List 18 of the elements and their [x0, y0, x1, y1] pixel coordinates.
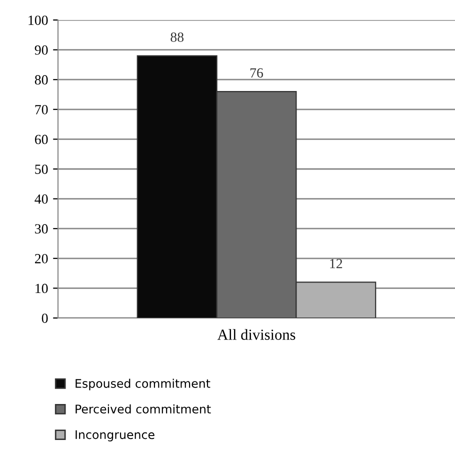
- x-tick-label: All divisions: [217, 329, 296, 340]
- legend-label: Perceived commitment: [76, 404, 211, 414]
- y-tick-label: 90: [34, 45, 48, 55]
- y-tick-label: 80: [34, 75, 48, 85]
- y-tick-label: 70: [35, 104, 48, 114]
- data-label: 12: [330, 258, 342, 268]
- y-tick-label: 50: [35, 164, 48, 174]
- y-tick-label: 0: [42, 314, 48, 323]
- y-tick-label: 60: [34, 134, 48, 144]
- data-label: 88: [170, 32, 184, 42]
- y-tick-label: 20: [35, 254, 48, 264]
- data-label: 76: [250, 68, 264, 78]
- y-tick-label: 30: [35, 224, 48, 234]
- legend-label: Espoused commitment: [76, 378, 210, 390]
- y-tick-label: 10: [36, 284, 48, 294]
- y-tick-label: 40: [34, 194, 48, 204]
- legend-label: Incongruence: [76, 430, 154, 442]
- y-tick-label: 100: [28, 16, 48, 25]
